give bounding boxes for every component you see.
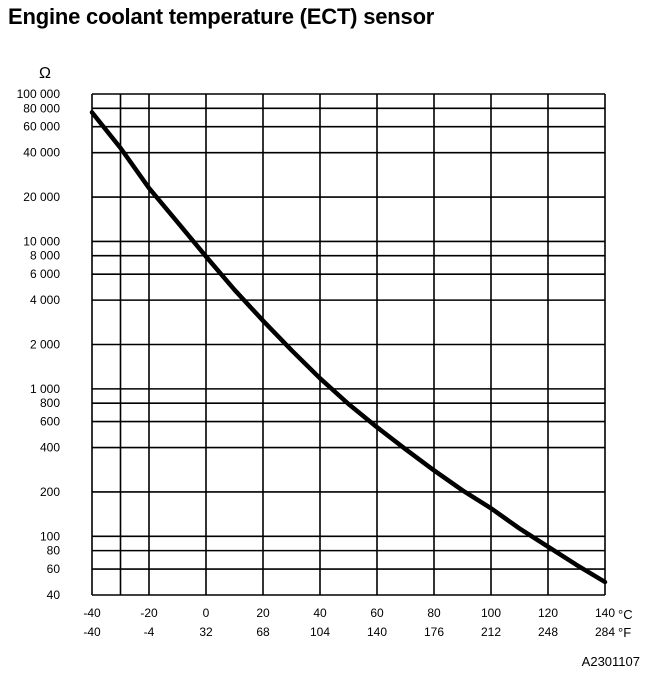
x-tick-label-celsius: -20 bbox=[140, 606, 158, 620]
x-tick-label-celsius: 40 bbox=[313, 606, 327, 620]
x-tick-label-celsius: 120 bbox=[538, 606, 558, 620]
curve-layer bbox=[89, 110, 608, 585]
x-unit-celsius-label: °C bbox=[618, 607, 633, 622]
y-tick-label: 40 bbox=[47, 588, 61, 602]
y-tick-label: 4 000 bbox=[30, 293, 60, 307]
grid-lines bbox=[91, 93, 606, 596]
y-tick-label: 80 000 bbox=[23, 101, 60, 115]
x-tick-labels: -40-40-20-403220684010460140801761002121… bbox=[83, 606, 615, 639]
y-tick-label: 800 bbox=[40, 396, 60, 410]
y-tick-label: 1 000 bbox=[30, 382, 60, 396]
x-tick-label-celsius: 20 bbox=[256, 606, 270, 620]
y-tick-label: 100 000 bbox=[17, 87, 61, 101]
y-tick-label: 20 000 bbox=[23, 190, 60, 204]
page-title: Engine coolant temperature (ECT) sensor bbox=[8, 4, 435, 29]
y-tick-label: 8 000 bbox=[30, 249, 60, 263]
y-tick-label: 60 bbox=[47, 562, 61, 576]
x-tick-label-fahrenheit: 68 bbox=[256, 625, 270, 639]
x-tick-label-fahrenheit: 212 bbox=[481, 625, 501, 639]
x-tick-label-fahrenheit: 140 bbox=[367, 625, 387, 639]
y-tick-label: 80 bbox=[47, 544, 61, 558]
x-tick-label-celsius: 140 bbox=[595, 606, 615, 620]
x-tick-label-fahrenheit: 248 bbox=[538, 625, 558, 639]
y-tick-label: 40 000 bbox=[23, 146, 60, 160]
y-tick-label: 600 bbox=[40, 415, 60, 429]
y-tick-label: 6 000 bbox=[30, 267, 60, 281]
x-tick-label-fahrenheit: -4 bbox=[144, 625, 155, 639]
y-unit-label: Ω bbox=[39, 65, 51, 82]
x-tick-label-fahrenheit: 104 bbox=[310, 625, 330, 639]
y-tick-label: 400 bbox=[40, 441, 60, 455]
x-tick-label-celsius: -40 bbox=[83, 606, 101, 620]
x-tick-label-fahrenheit: 284 bbox=[595, 625, 615, 639]
x-unit-fahrenheit-label: °F bbox=[618, 625, 631, 640]
y-tick-label: 100 bbox=[40, 529, 60, 543]
figure-id: A2301107 bbox=[581, 654, 640, 669]
y-tick-label: 2 000 bbox=[30, 338, 60, 352]
x-tick-label-celsius: 80 bbox=[427, 606, 441, 620]
y-tick-label: 60 000 bbox=[23, 120, 60, 134]
x-tick-label-celsius: 0 bbox=[203, 606, 210, 620]
y-tick-label: 10 000 bbox=[23, 234, 60, 248]
x-tick-label-fahrenheit: 176 bbox=[424, 625, 444, 639]
y-tick-label: 200 bbox=[40, 485, 60, 499]
x-tick-label-celsius: 100 bbox=[481, 606, 501, 620]
resistance-curve bbox=[89, 110, 608, 585]
x-tick-label-fahrenheit: -40 bbox=[83, 625, 101, 639]
x-tick-label-fahrenheit: 32 bbox=[199, 625, 213, 639]
x-tick-label-celsius: 60 bbox=[370, 606, 384, 620]
